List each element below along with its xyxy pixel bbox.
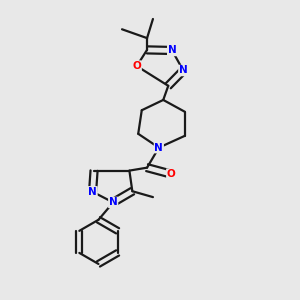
- Text: N: N: [154, 142, 163, 153]
- Text: N: N: [168, 46, 176, 56]
- Text: N: N: [179, 65, 188, 76]
- Text: O: O: [132, 61, 141, 71]
- Text: N: N: [88, 187, 97, 197]
- Text: N: N: [109, 197, 118, 207]
- Text: O: O: [167, 169, 176, 179]
